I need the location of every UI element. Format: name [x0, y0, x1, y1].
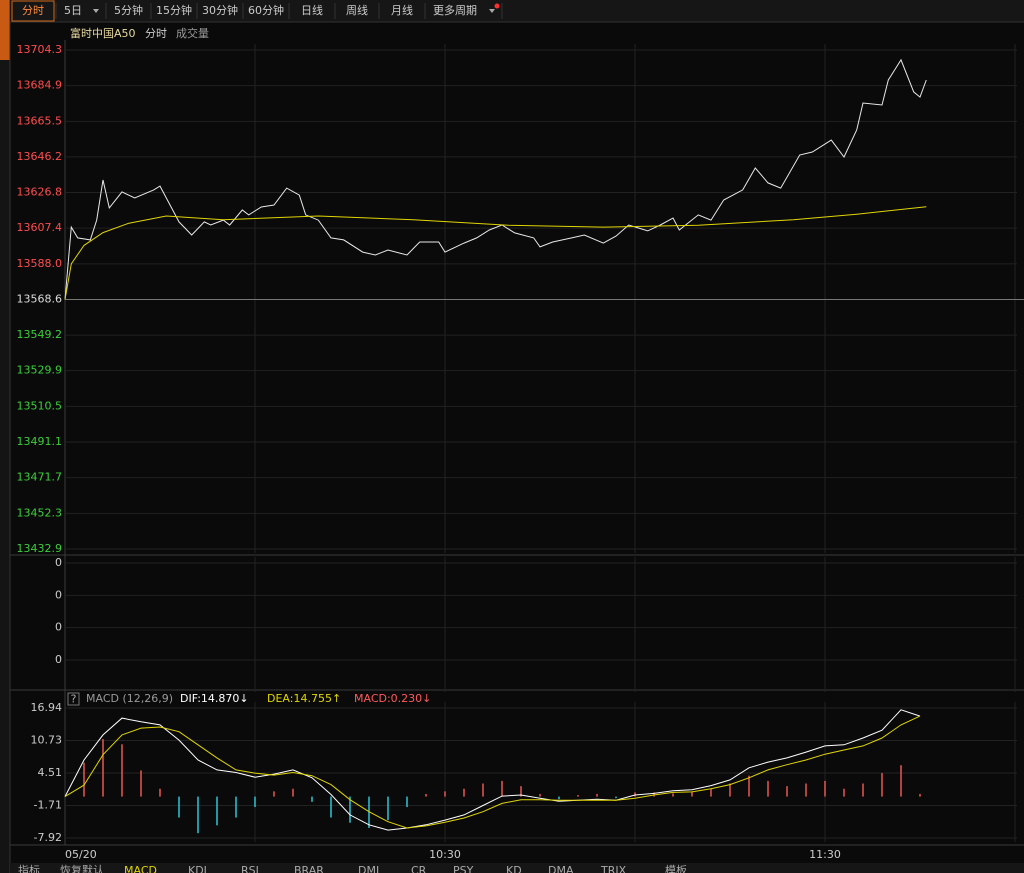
y-tick-label: -1.71: [34, 799, 62, 812]
y-tick-label: 13646.2: [17, 150, 63, 163]
bottom-tab[interactable]: KDJ: [188, 864, 207, 873]
y-tick-label: 13704.3: [17, 43, 63, 56]
y-tick-label: 13549.2: [17, 328, 63, 341]
tab[interactable]: 更多周期: [433, 3, 477, 17]
y-tick-label: 13491.1: [17, 435, 63, 448]
macd-title: MACD (12,26,9): [86, 692, 173, 705]
side-strip: [0, 0, 10, 873]
y-tick-label: 13529.9: [17, 364, 63, 377]
bottom-tab[interactable]: RSI: [241, 864, 259, 873]
tab[interactable]: 周线: [346, 3, 368, 17]
y-tick-label: 10.73: [31, 733, 63, 746]
bottom-tab[interactable]: DMA: [548, 864, 574, 873]
tab-active: [11, 0, 55, 22]
bottom-tab[interactable]: 模板: [665, 863, 687, 873]
y-tick-label: 13568.6: [17, 293, 63, 306]
dropdown-arrow: [489, 9, 495, 13]
y-tick-label: -7.92: [34, 831, 62, 844]
chart-title: 富时中国A50: [70, 26, 136, 40]
macd-readout: DEA:14.755↑: [267, 692, 341, 705]
y-tick-label: 16.94: [31, 701, 63, 714]
y-tick-label: 0: [55, 621, 62, 634]
x-tick-label: 10:30: [429, 848, 461, 861]
price-line: [64, 206, 927, 300]
y-tick-label: 0: [55, 653, 62, 666]
bottom-tab[interactable]: BRAR: [294, 864, 324, 873]
tab[interactable]: 60分钟: [248, 3, 284, 17]
y-tick-label: 0: [55, 556, 62, 569]
notify-dot: [494, 3, 500, 9]
bottom-tab[interactable]: CR: [411, 864, 427, 873]
y-tick-label: 13684.9: [17, 79, 63, 92]
tab[interactable]: 5分钟: [114, 3, 143, 17]
chart-annotation: 成交量: [176, 26, 209, 40]
y-tick-label: 13626.8: [17, 185, 63, 198]
price-line: [64, 58, 927, 300]
y-tick-label: 13588.0: [17, 257, 63, 270]
macd-line: [64, 715, 921, 829]
tab[interactable]: 月线: [391, 3, 413, 17]
y-tick-label: 4.51: [38, 766, 63, 779]
bottom-tab[interactable]: PSY: [453, 864, 474, 873]
x-tick-label: 11:30: [809, 848, 841, 861]
x-tick-label: 05/20: [65, 848, 97, 861]
tab[interactable]: 日线: [301, 3, 323, 17]
y-tick-label: 13452.3: [17, 506, 63, 519]
y-tick-label: 13607.4: [17, 221, 63, 234]
macd-line: [64, 709, 921, 831]
macd-readout: MACD:0.230↓: [354, 692, 431, 705]
tab[interactable]: 30分钟: [202, 3, 238, 17]
y-tick-label: 13432.9: [17, 542, 63, 555]
chart-subtitle: 分时: [145, 27, 167, 40]
side-active: [0, 0, 10, 60]
bottom-tab[interactable]: DMI: [358, 864, 379, 873]
y-tick-label: 13665.5: [17, 114, 63, 127]
tab[interactable]: 5日: [64, 4, 82, 17]
help-icon-glyph: ?: [71, 693, 77, 706]
bottom-tab[interactable]: TRIX: [600, 864, 627, 873]
macd-readout: DIF:14.870↓: [180, 692, 249, 705]
help-icon[interactable]: [67, 692, 80, 706]
y-tick-label: 13510.5: [17, 399, 63, 412]
toolbar: [10, 0, 1024, 22]
bottom-tab[interactable]: 指标: [18, 863, 40, 873]
bottom-tab[interactable]: KD: [506, 864, 522, 873]
bottom-bar: [10, 863, 1024, 873]
bottom-tab[interactable]: 恢复默认: [60, 863, 104, 873]
y-tick-label: 0: [55, 588, 62, 601]
y-tick-label: 13471.7: [17, 471, 63, 484]
bottom-tab[interactable]: MACD: [124, 864, 157, 873]
tab[interactable]: 15分钟: [156, 3, 192, 17]
tab[interactable]: 分时: [22, 4, 44, 17]
dropdown-arrow: [93, 9, 99, 13]
